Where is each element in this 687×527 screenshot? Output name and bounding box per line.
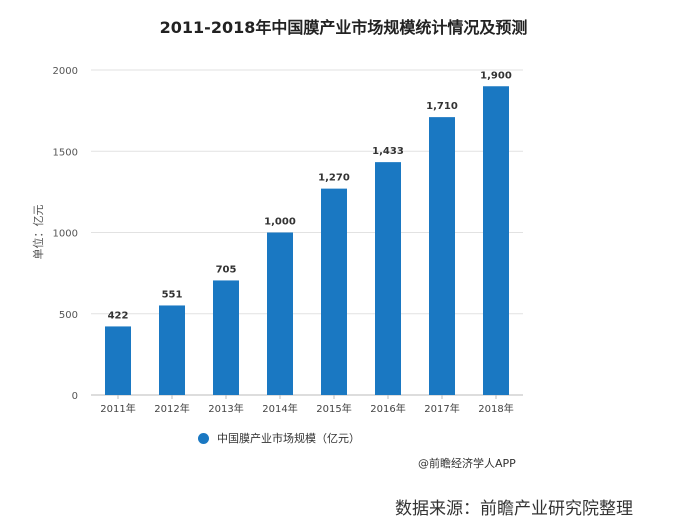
data-label: 1,270 <box>318 173 350 184</box>
legend-label: 中国膜产业市场规模（亿元） <box>217 432 360 445</box>
y-tick-label: 2000 <box>53 66 78 77</box>
data-label: 1,900 <box>480 70 512 81</box>
data-label: 1,710 <box>426 101 458 112</box>
x-tick-label: 2018年 <box>478 402 513 415</box>
data-label: 1,433 <box>372 146 404 157</box>
data-label: 1,000 <box>264 217 296 228</box>
bar <box>375 162 401 395</box>
x-tick-label: 2012年 <box>154 402 189 415</box>
bar <box>213 280 239 395</box>
y-tick-label: 0 <box>72 391 78 402</box>
bar <box>105 326 131 395</box>
bar <box>159 305 185 395</box>
data-label: 551 <box>162 289 183 300</box>
legend: 中国膜产业市场规模（亿元） <box>198 430 360 446</box>
y-tick-label: 1000 <box>53 229 78 240</box>
bar <box>321 188 347 395</box>
x-tick-label: 2014年 <box>262 402 297 415</box>
chart-title: 2011-2018年中国膜产业市场规模统计情况及预测 <box>159 18 528 37</box>
data-label: 705 <box>216 264 237 275</box>
bar <box>267 232 293 395</box>
y-tick-label: 1500 <box>53 147 78 158</box>
x-tick-label: 2016年 <box>370 402 405 415</box>
y-tick-label: 500 <box>59 310 78 321</box>
x-tick-label: 2011年 <box>100 402 135 415</box>
y-axis-title: 单位：亿元 <box>31 205 45 260</box>
source-text: 数据来源：前瞻产业研究院整理 <box>395 499 633 519</box>
x-tick-label: 2013年 <box>208 402 243 415</box>
x-tick-label: 2017年 <box>424 402 459 415</box>
legend-marker <box>198 432 209 444</box>
data-label: 422 <box>108 310 129 321</box>
credit-text: @前瞻经济学人APP <box>418 457 516 470</box>
bar <box>429 117 455 395</box>
x-tick-label: 2015年 <box>316 402 351 415</box>
bar <box>483 86 509 395</box>
